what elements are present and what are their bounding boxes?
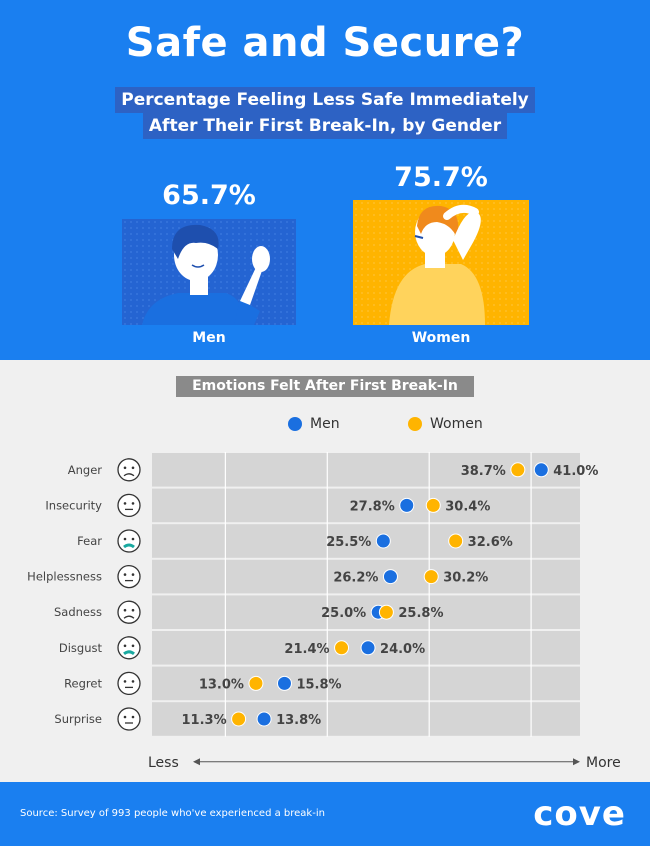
row-background bbox=[152, 453, 580, 487]
row-background bbox=[152, 524, 580, 558]
men-dot bbox=[382, 569, 398, 585]
row-background bbox=[152, 666, 580, 701]
men-percentage: 65.7% bbox=[162, 180, 256, 211]
hero-section: Safe and Secure? Percentage Feeling Less… bbox=[0, 0, 650, 360]
women-dot bbox=[425, 497, 441, 513]
legend-women-label: Women bbox=[430, 416, 483, 432]
men-dot bbox=[256, 711, 272, 727]
women-dot bbox=[448, 533, 464, 549]
subtitle-line-1: Percentage Feeling Less Safe Immediately bbox=[0, 87, 650, 113]
cove-logo: cove bbox=[533, 794, 626, 834]
men-value-label: 15.8% bbox=[296, 677, 341, 692]
women-dot bbox=[510, 462, 526, 478]
row-background bbox=[152, 559, 580, 594]
men-value-label: 13.8% bbox=[276, 713, 321, 728]
men-dot bbox=[276, 675, 292, 691]
women-dot bbox=[378, 604, 394, 620]
sad-face-icon bbox=[117, 600, 141, 624]
men-value-label: 24.0% bbox=[380, 642, 425, 657]
women-illustration bbox=[353, 200, 529, 325]
legend-men: Men bbox=[288, 416, 340, 432]
women-percentage: 75.7% bbox=[394, 162, 488, 193]
category-label: Sadness bbox=[54, 605, 102, 619]
category-label: Helplessness bbox=[27, 570, 102, 584]
men-value-label: 27.8% bbox=[350, 499, 395, 514]
men-dot bbox=[360, 640, 376, 656]
row-background bbox=[152, 595, 580, 629]
women-value-label: 32.6% bbox=[468, 535, 513, 550]
helpless-face-icon bbox=[117, 564, 141, 589]
women-value-label: 30.4% bbox=[445, 499, 490, 514]
legend-women-swatch bbox=[408, 417, 422, 431]
men-value-label: 25.0% bbox=[321, 606, 366, 621]
arrow-right-icon bbox=[573, 758, 580, 766]
subtitle-line-2: After Their First Break-In, by Gender bbox=[0, 113, 650, 139]
category-label: Surprise bbox=[54, 712, 102, 726]
women-value-label: 21.4% bbox=[284, 642, 329, 657]
category-label: Fear bbox=[77, 534, 102, 548]
women-value-label: 11.3% bbox=[182, 713, 227, 728]
women-value-label: 13.0% bbox=[199, 677, 244, 692]
axis-label-more: More bbox=[586, 755, 621, 771]
category-label: Regret bbox=[64, 676, 102, 690]
women-dot bbox=[248, 675, 264, 691]
surprised-face-icon bbox=[117, 707, 141, 731]
disgusted-face-icon bbox=[117, 636, 141, 660]
legend-men-swatch bbox=[288, 417, 302, 431]
axis-label-less: Less bbox=[148, 755, 179, 771]
emotions-dot-chart: Anger Insecurity Fear Helplessness Sadness Di… bbox=[27, 452, 621, 771]
arrow-left-icon bbox=[193, 758, 200, 766]
women-dot bbox=[231, 711, 247, 727]
legend-women: Women bbox=[408, 416, 483, 432]
uneasy-face-icon bbox=[117, 493, 141, 518]
row-background bbox=[152, 488, 580, 523]
women-value-label: 38.7% bbox=[461, 464, 506, 479]
men-dot bbox=[533, 462, 549, 478]
men-dot bbox=[399, 497, 415, 513]
angry-face-icon bbox=[117, 458, 141, 482]
women-value-label: 30.2% bbox=[443, 571, 488, 586]
legend-men-label: Men bbox=[310, 416, 340, 432]
page-title: Safe and Secure? bbox=[125, 20, 525, 66]
women-label: Women bbox=[411, 330, 471, 346]
men-value-label: 26.2% bbox=[333, 571, 378, 586]
row-background bbox=[152, 702, 580, 736]
emotions-title: Emotions Felt After First Break-In bbox=[176, 376, 474, 397]
category-label: Anger bbox=[68, 463, 103, 477]
source-note: Source: Survey of 993 people who've expe… bbox=[20, 808, 325, 819]
men-illustration bbox=[122, 219, 296, 325]
women-value-label: 25.8% bbox=[398, 606, 443, 621]
men-value-label: 25.5% bbox=[326, 535, 371, 550]
footer: Source: Survey of 993 people who've expe… bbox=[0, 782, 650, 846]
category-label: Disgust bbox=[59, 641, 103, 655]
men-label: Men bbox=[192, 330, 226, 346]
women-dot bbox=[334, 640, 350, 656]
regretful-face-icon bbox=[117, 671, 141, 696]
fearful-face-icon bbox=[117, 529, 141, 553]
men-dot bbox=[375, 533, 391, 549]
men-value-label: 41.0% bbox=[553, 464, 598, 479]
women-dot bbox=[423, 569, 439, 585]
category-label: Insecurity bbox=[45, 498, 102, 512]
